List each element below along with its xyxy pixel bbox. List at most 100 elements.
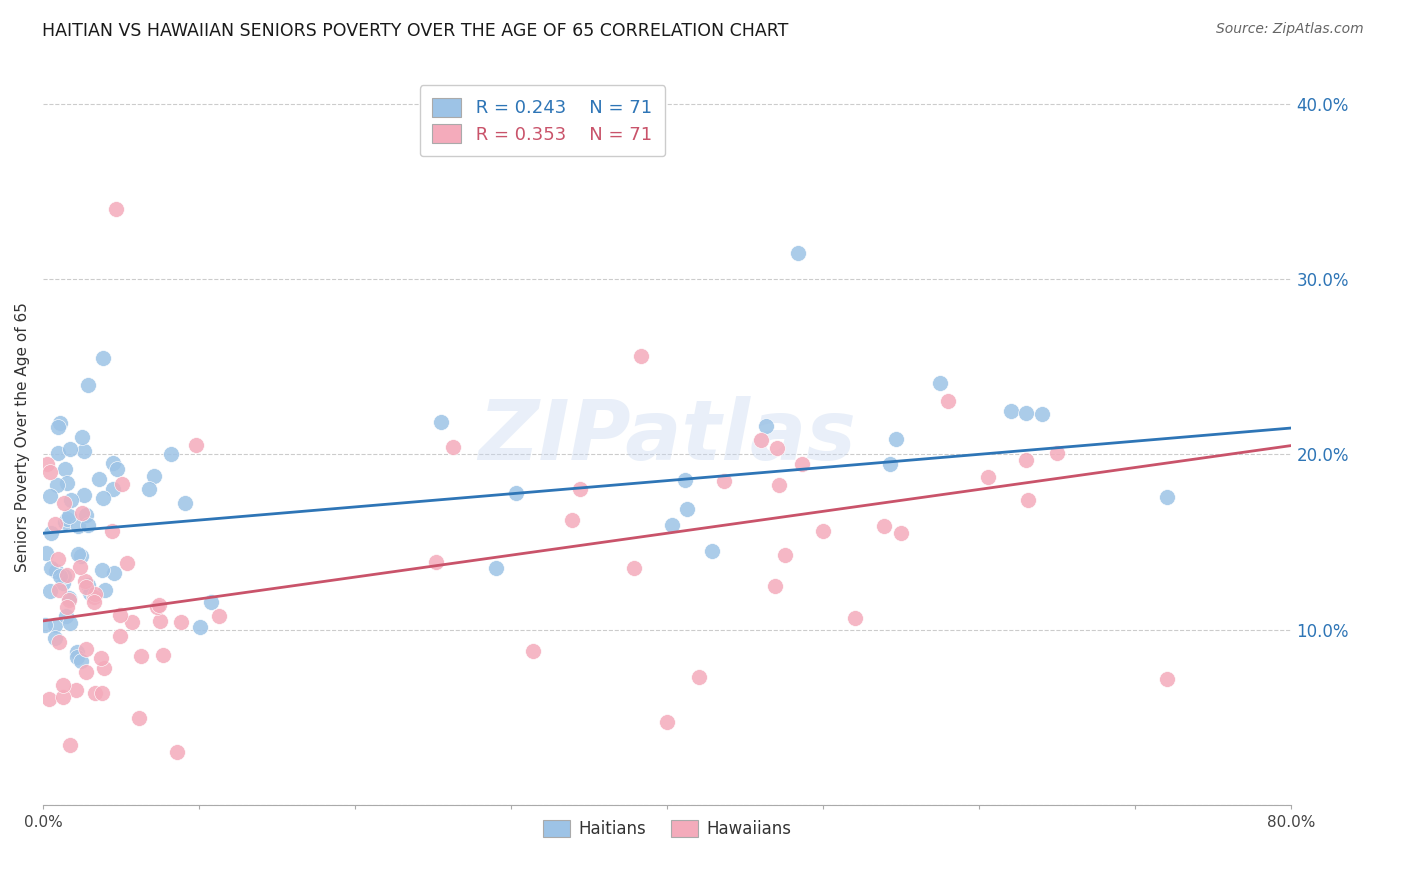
Point	[52, 677, 75, 691]
Point	[688, 670, 710, 684]
Point	[69, 549, 91, 563]
Point	[91, 491, 114, 506]
Point	[46, 446, 69, 460]
Point	[48, 635, 70, 649]
Point	[75, 641, 97, 656]
Point	[52, 496, 75, 510]
Point	[159, 447, 181, 461]
Point	[138, 482, 160, 496]
Point	[763, 579, 786, 593]
Point	[929, 376, 952, 390]
Point	[115, 557, 138, 571]
Point	[56, 568, 79, 582]
Point	[90, 564, 112, 578]
Point	[69, 559, 91, 574]
Point	[58, 616, 80, 631]
Point	[77, 518, 100, 533]
Point	[765, 441, 787, 455]
Point	[75, 508, 97, 523]
Point	[59, 442, 82, 457]
Point	[45, 564, 67, 578]
Point	[630, 349, 652, 363]
Point	[48, 583, 70, 598]
Point	[73, 488, 96, 502]
Point	[522, 643, 544, 657]
Point	[103, 482, 125, 496]
Point	[101, 524, 124, 538]
Point	[121, 615, 143, 630]
Point	[45, 477, 67, 491]
Point	[174, 496, 197, 510]
Point	[48, 568, 70, 582]
Point	[59, 738, 82, 752]
Point	[39, 583, 62, 598]
Point	[66, 650, 89, 665]
Point	[34, 546, 56, 560]
Point	[93, 661, 115, 675]
Point	[713, 475, 735, 489]
Point	[890, 525, 912, 540]
Point	[83, 591, 105, 605]
Point	[37, 457, 59, 471]
Point	[87, 472, 110, 486]
Point	[146, 599, 169, 614]
Point	[103, 566, 125, 580]
Point	[976, 470, 998, 484]
Point	[75, 665, 97, 680]
Point	[200, 595, 222, 609]
Point	[69, 654, 91, 668]
Point	[441, 440, 464, 454]
Point	[58, 591, 80, 605]
Point	[66, 645, 89, 659]
Point	[60, 493, 83, 508]
Point	[208, 608, 231, 623]
Point	[75, 580, 97, 594]
Point	[111, 477, 134, 491]
Point	[505, 485, 527, 500]
Point	[73, 443, 96, 458]
Point	[67, 547, 90, 561]
Point	[755, 419, 778, 434]
Point	[44, 517, 66, 532]
Point	[873, 519, 896, 533]
Point	[55, 600, 77, 615]
Point	[110, 607, 132, 622]
Point	[1015, 406, 1038, 420]
Point	[1046, 446, 1069, 460]
Point	[53, 569, 76, 583]
Point	[700, 544, 723, 558]
Point	[773, 548, 796, 562]
Point	[661, 517, 683, 532]
Legend: Haitians, Hawaiians: Haitians, Hawaiians	[537, 813, 797, 845]
Point	[1015, 453, 1038, 467]
Point	[749, 433, 772, 447]
Point	[39, 489, 62, 503]
Point	[44, 617, 66, 632]
Point	[170, 615, 193, 630]
Point	[77, 578, 100, 592]
Point	[101, 456, 124, 470]
Point	[844, 611, 866, 625]
Point	[568, 482, 591, 496]
Point	[879, 457, 901, 471]
Point	[53, 462, 76, 476]
Point	[83, 586, 105, 600]
Y-axis label: Seniors Poverty Over the Age of 65: Seniors Poverty Over the Age of 65	[15, 301, 30, 572]
Point	[70, 430, 93, 444]
Point	[768, 478, 790, 492]
Point	[73, 574, 96, 589]
Point	[39, 526, 62, 541]
Point	[56, 512, 79, 526]
Point	[91, 351, 114, 366]
Point	[39, 561, 62, 575]
Point	[128, 711, 150, 725]
Point	[657, 714, 679, 729]
Point	[1156, 490, 1178, 504]
Point	[623, 560, 645, 574]
Point	[55, 609, 77, 624]
Point	[561, 513, 583, 527]
Text: HAITIAN VS HAWAIIAN SENIORS POVERTY OVER THE AGE OF 65 CORRELATION CHART: HAITIAN VS HAWAIIAN SENIORS POVERTY OVER…	[42, 22, 789, 40]
Point	[90, 651, 112, 665]
Point	[38, 465, 60, 479]
Point	[38, 692, 60, 706]
